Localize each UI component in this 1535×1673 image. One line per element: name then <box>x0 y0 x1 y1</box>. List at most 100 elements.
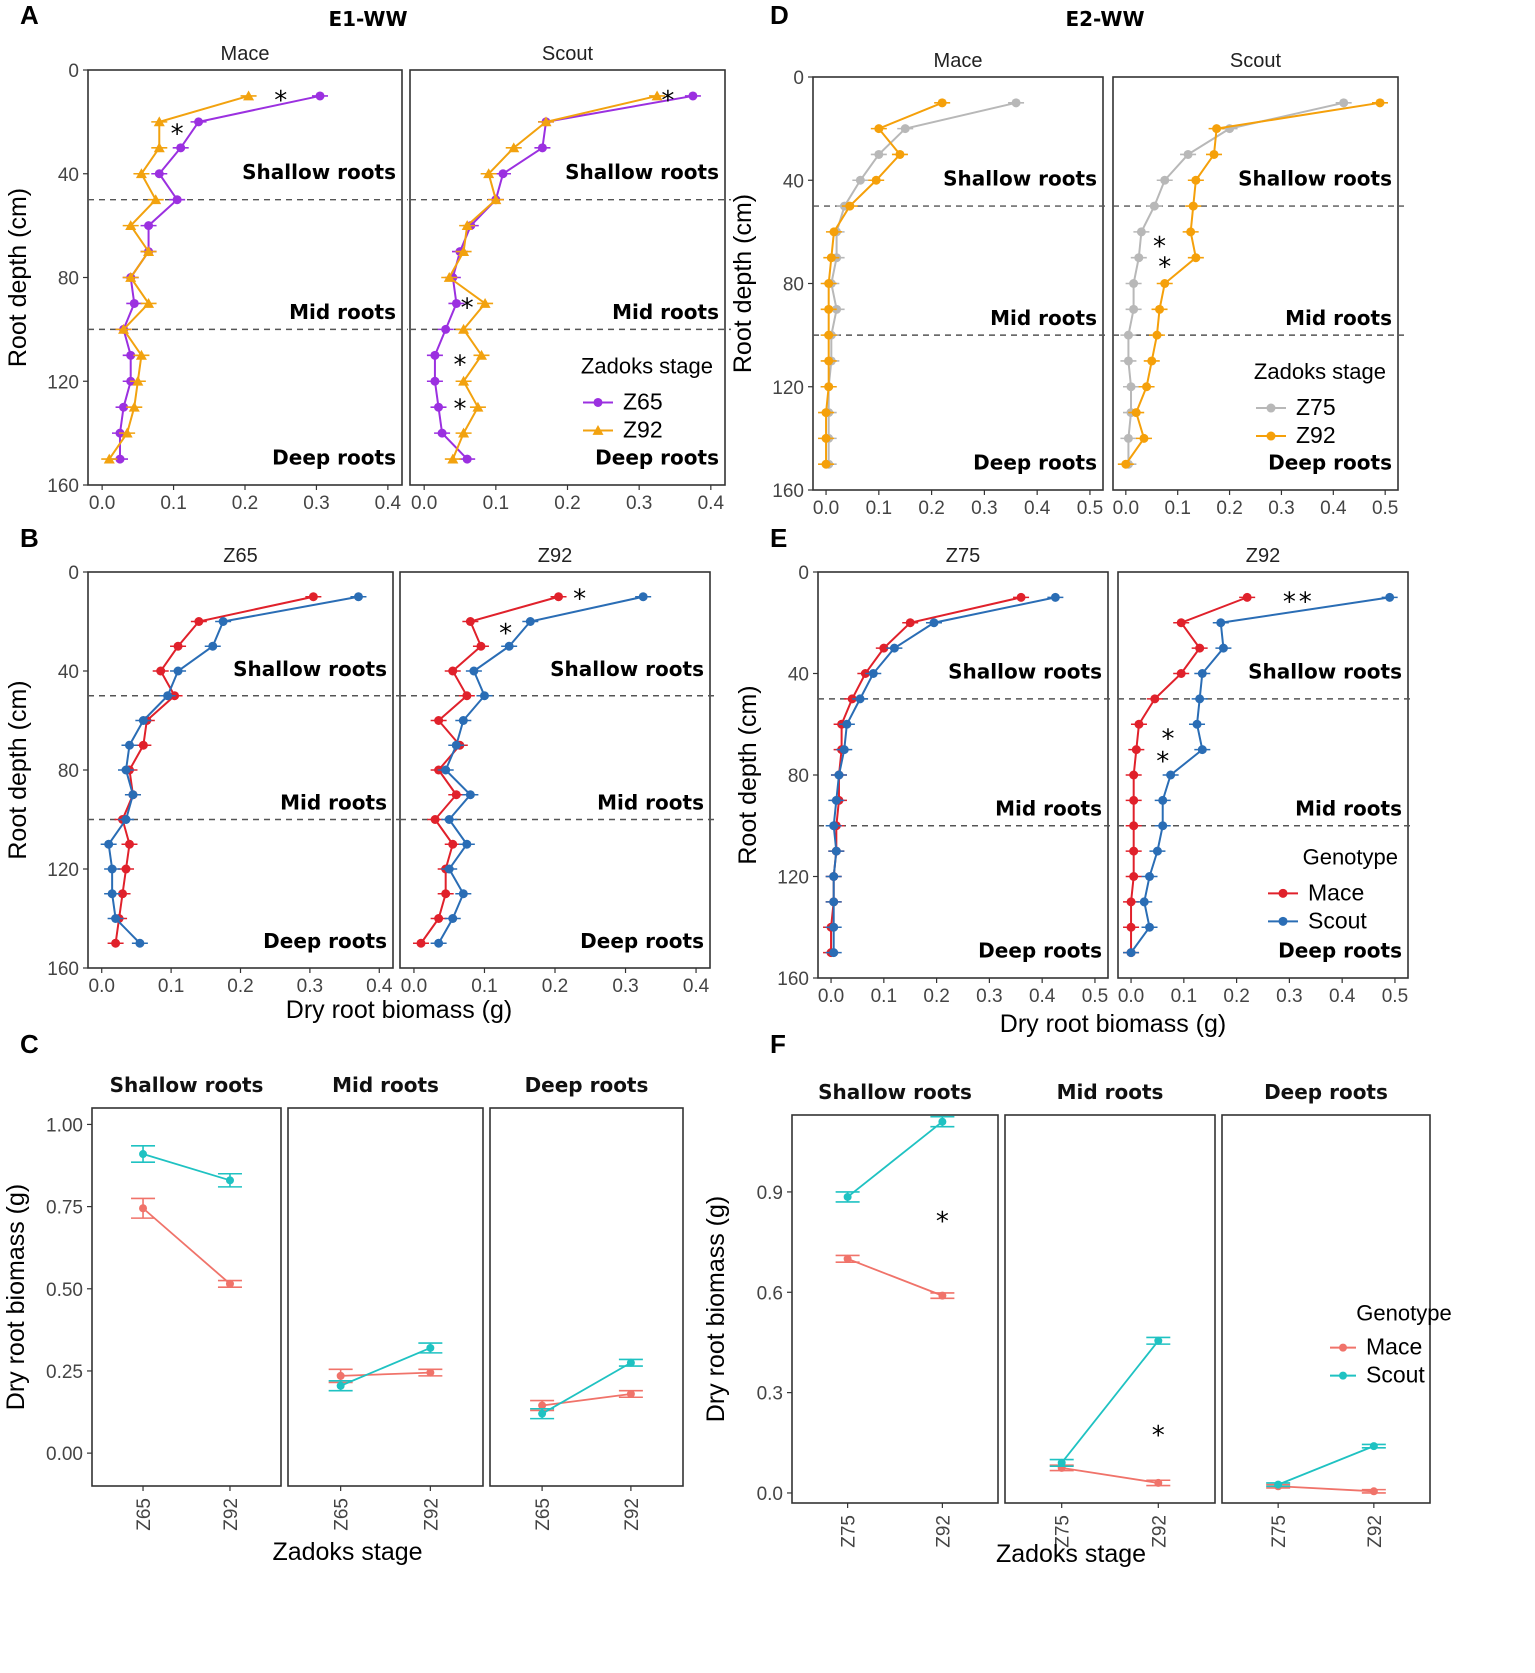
data-point-Z92 <box>121 427 133 438</box>
x-axis-title-F: Zadoks stage <box>996 1540 1146 1568</box>
series-line-Mace <box>1278 1485 1374 1493</box>
data-point-Z92 <box>153 142 165 153</box>
data-point-Z92 <box>128 401 140 412</box>
data-point-Z92 <box>447 453 459 464</box>
x-tick-label: 0.2 <box>232 493 258 514</box>
series-line-Scout <box>541 1361 632 1415</box>
data-point-Scout <box>829 821 839 831</box>
data-point-Scout <box>504 641 514 651</box>
significance-star: * <box>1283 587 1296 617</box>
data-point-Z92 <box>490 194 502 205</box>
y-tick-label: 0 <box>798 563 809 584</box>
x-tick-label: 0.2 <box>1216 498 1242 519</box>
x-tick-label: Z65 <box>332 1498 353 1531</box>
data-point-Mace <box>1016 592 1026 602</box>
data-point-Scout <box>829 948 839 958</box>
data-point-Z65 <box>194 117 204 127</box>
data-point-Z92 <box>826 253 836 263</box>
data-point-Z75 <box>855 175 865 185</box>
data-point-Z65 <box>434 402 444 412</box>
x-tick-label: 0.0 <box>411 493 437 514</box>
region-label-1: Mid roots <box>1285 306 1392 330</box>
significance-star: * <box>274 86 287 116</box>
x-tick-label: 0.3 <box>612 976 638 997</box>
legend-item-Mace: Mace <box>1308 879 1364 905</box>
data-point-Mace <box>430 815 440 824</box>
data-point-Scout <box>138 716 148 725</box>
data-point-Mace <box>1129 846 1139 856</box>
data-point-Z92 <box>443 272 455 282</box>
x-tick-label: Z75 <box>1053 1515 1074 1548</box>
data-point-Scout <box>1385 592 1395 602</box>
y-tick-label: 160 <box>777 969 809 990</box>
legend-swatch-marker <box>1339 1371 1347 1380</box>
data-point-Scout <box>829 872 839 881</box>
data-point-Z92 <box>125 272 137 282</box>
x-tick-label: 0.0 <box>1118 986 1144 1007</box>
panel-letter-C: C <box>20 1029 39 1059</box>
data-point-Mace <box>1129 872 1139 881</box>
x-tick-label: 0.0 <box>89 976 115 997</box>
region-label-1: Mid roots <box>1295 797 1402 821</box>
facet-label-D-0: Mace <box>934 50 983 72</box>
data-point-Z92 <box>1186 227 1196 237</box>
facet-frame-E-0 <box>817 571 1109 979</box>
data-point-Z92 <box>150 194 162 205</box>
data-point-Z92 <box>125 220 137 231</box>
legend-item-Scout: Scout <box>1308 907 1367 933</box>
data-point-Z92 <box>476 349 488 360</box>
data-point-Z92 <box>1121 459 1131 469</box>
panel-letter-A: A <box>20 0 39 30</box>
y-tick-label: 120 <box>772 378 804 399</box>
data-point-Z65 <box>441 324 451 334</box>
data-point-Scout <box>479 691 489 701</box>
data-point-Z75 <box>874 149 884 159</box>
significance-star: * <box>573 584 586 614</box>
significance-star: * <box>1152 1421 1165 1451</box>
data-point-Z92 <box>243 90 255 101</box>
data-point-Mace <box>1126 897 1136 907</box>
region-label-0: Shallow roots <box>1238 166 1392 190</box>
series-line-Mace <box>847 1257 943 1297</box>
data-point-Scout <box>465 790 475 800</box>
x-tick-label: Z65 <box>533 1498 554 1531</box>
data-point-Scout <box>458 716 468 725</box>
legend-swatch-marker <box>1266 403 1276 413</box>
y-tick-label: 0 <box>68 61 79 82</box>
x-tick-label: 0.2 <box>918 498 944 519</box>
x-axis-title-B: Dry root biomass (g) <box>286 996 512 1024</box>
data-point-Mace <box>448 839 458 849</box>
legend-title-A: Zadoks stage <box>581 353 713 378</box>
series-line-Scout <box>847 1120 943 1198</box>
facet-label-F-2: Deep roots <box>1264 1080 1388 1104</box>
x-tick-label: 0.4 <box>1320 498 1347 519</box>
data-point-Z65 <box>430 376 440 386</box>
data-point-Mace <box>448 666 458 676</box>
data-point-Z65 <box>176 143 186 153</box>
x-tick-label: Z75 <box>1269 1515 1290 1548</box>
data-point-Mace <box>1131 745 1141 755</box>
data-point-Z92 <box>824 304 834 314</box>
data-point-Z65 <box>688 91 698 101</box>
series-line-Mace <box>1130 596 1248 953</box>
x-axis-title-C: Zadoks stage <box>272 1538 422 1566</box>
data-point-Mace <box>905 618 915 628</box>
y-tick-label: 0.3 <box>757 1384 783 1405</box>
data-point-Mace <box>124 839 134 849</box>
data-point-Z92 <box>458 323 470 334</box>
significance-star: * <box>461 293 474 323</box>
x-tick-label: 0.5 <box>1082 986 1108 1007</box>
facet-frame-C-1 <box>287 1107 484 1487</box>
y-tick-label: 0 <box>68 563 79 584</box>
data-point-Scout <box>1152 846 1162 856</box>
region-label-0: Shallow roots <box>233 657 387 681</box>
x-tick-label: 0.2 <box>1223 986 1249 1007</box>
data-point-Mace <box>843 1254 852 1263</box>
data-point-Mace <box>308 592 318 602</box>
x-tick-label: 0.1 <box>471 976 497 997</box>
facet-label-B-0: Z65 <box>223 545 257 567</box>
data-point-Scout <box>135 938 145 948</box>
y-tick-label: 0.0 <box>757 1484 783 1505</box>
data-point-Z65 <box>119 402 129 412</box>
y-tick-label: 0.9 <box>757 1183 783 1204</box>
